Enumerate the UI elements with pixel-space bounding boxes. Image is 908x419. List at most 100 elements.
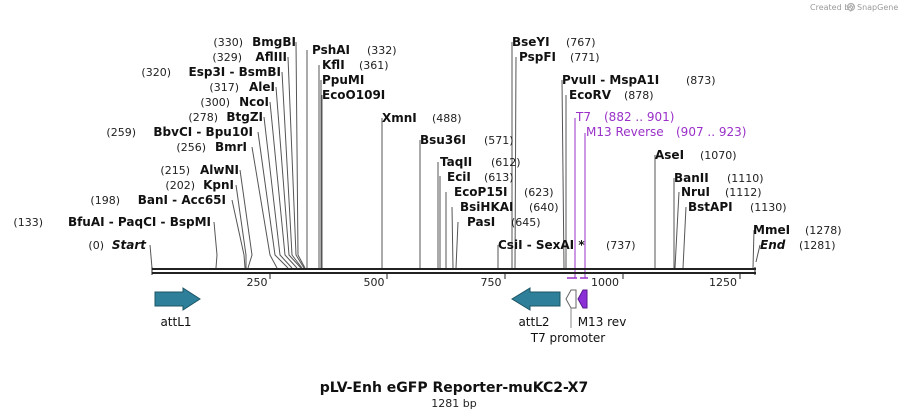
feature-label: attL2 xyxy=(518,315,549,329)
enzyme-name: KflI xyxy=(322,58,345,72)
enzyme-labels-left: (330) BmgBI (329) AflIII (320) Esp3I - B… xyxy=(13,35,296,252)
enzyme-pos: (771) xyxy=(570,51,600,64)
enzyme-pos: (320) xyxy=(141,66,171,79)
enzyme-name: AlwNI xyxy=(200,163,239,177)
enzyme-leaders xyxy=(149,41,761,269)
enzyme-name: AleI xyxy=(249,80,275,94)
enzyme-name: PvuII - MspA1I xyxy=(562,73,659,87)
feature-attl2[interactable]: attL2 xyxy=(511,287,561,329)
leader-pasi xyxy=(455,221,459,269)
leader-bbvci xyxy=(257,131,289,269)
enzyme-name: TaqII xyxy=(440,155,472,169)
enzyme-pos: (1278) xyxy=(805,224,842,237)
enzyme-name: BmgBI xyxy=(252,35,296,49)
leader-ncoi xyxy=(269,101,298,269)
leader-btgzi xyxy=(263,116,293,269)
enzyme-name: NcoI xyxy=(239,95,269,109)
tick-label: 750 xyxy=(481,276,502,289)
enzyme-name: BanI - Acc65I xyxy=(138,193,226,207)
enzyme-pos: (278) xyxy=(188,111,218,124)
leader-nrui xyxy=(674,191,680,269)
primer-labels: T7 (882 .. 901) M13 Reverse (907 .. 923) xyxy=(575,110,746,139)
enzyme-name: BstAPI xyxy=(688,200,733,214)
enzyme-name: AflIII xyxy=(255,50,287,64)
feature-label: T7 promoter xyxy=(530,331,606,345)
enzyme-name: BanII xyxy=(674,171,709,185)
leader-bstapi xyxy=(682,206,687,269)
leader-kpni xyxy=(235,184,247,268)
primer-m13-range: (907 .. 923) xyxy=(676,125,746,139)
enzyme-name: KpnI xyxy=(203,178,234,192)
primer-leaders xyxy=(567,118,588,279)
enzyme-pos: (571) xyxy=(484,134,514,147)
enzyme-pos: (133) xyxy=(13,216,43,229)
primer-m13-name: M13 Reverse xyxy=(586,125,664,139)
enzyme-pos: (1070) xyxy=(700,149,737,162)
enzyme-pos: (198) xyxy=(90,194,120,207)
feature-attl1[interactable]: attL1 xyxy=(154,287,201,329)
enzyme-name: BseYI xyxy=(512,35,550,49)
enzyme-pos: (330) xyxy=(213,36,243,49)
enzyme-pos: (259) xyxy=(106,126,136,139)
enzyme-name: PshAI xyxy=(312,43,350,57)
enzyme-name: BmrI xyxy=(215,140,247,154)
enzyme-pos: (256) xyxy=(176,141,206,154)
leader-end xyxy=(755,244,761,263)
enzyme-pos: (737) xyxy=(606,239,636,252)
enzyme-name: PpuMI xyxy=(322,73,364,87)
leader-start xyxy=(149,244,153,269)
enzyme-pos: (0) xyxy=(88,239,104,252)
enzyme-name: MmeI xyxy=(753,223,790,237)
feature-label: attL1 xyxy=(160,315,191,329)
enzyme-pos: (645) xyxy=(511,216,541,229)
enzyme-name: CsiI - SexAI * xyxy=(498,238,585,252)
leader-bmri xyxy=(251,146,278,269)
tick-label: 500 xyxy=(364,276,385,289)
enzyme-pos: (361) xyxy=(359,59,389,72)
enzyme-pos: (202) xyxy=(165,179,195,192)
enzyme-pos: (623) xyxy=(524,186,554,199)
enzyme-name: PasI xyxy=(467,215,495,229)
snapgene-logo-icon xyxy=(846,2,856,12)
tick-label: 1250 xyxy=(709,276,737,289)
enzyme-pos: (215) xyxy=(160,164,190,177)
feature-t7-promoter[interactable]: T7 promoter xyxy=(530,289,606,345)
enzyme-name: End xyxy=(760,238,786,252)
enzyme-name: BsiHKAI xyxy=(460,200,514,214)
leader-bsihkai xyxy=(451,206,454,269)
enzyme-name: BtgZI xyxy=(226,110,263,124)
enzyme-labels-right: PshAI (332) KflI (361) PpuMI EcoO109I Xm… xyxy=(312,35,842,252)
enzyme-name: BbvCI - Bpu10I xyxy=(153,125,253,139)
enzyme-name: Start xyxy=(112,238,147,252)
enzyme-pos: (317) xyxy=(209,81,239,94)
enzyme-pos: (488) xyxy=(432,112,462,125)
leader-alei xyxy=(275,86,302,269)
enzyme-name: BfuAI - PaqCI - BspMI xyxy=(68,215,211,229)
sequence-backbone xyxy=(151,267,756,275)
leader-mmei xyxy=(752,229,755,269)
credit-created-by: Created by xyxy=(810,3,854,12)
leader-alwni xyxy=(239,169,253,269)
leader-bani xyxy=(231,199,246,269)
tick-label: 250 xyxy=(247,276,268,289)
leader-esp3i xyxy=(281,71,303,269)
leader-bfuai xyxy=(213,221,218,269)
tick-label: 1000 xyxy=(591,276,619,289)
ruler: 250 500 750 1000 1250 xyxy=(247,274,741,289)
feature-m13-rev[interactable]: M13 rev xyxy=(577,289,627,329)
enzyme-pos: (1281) xyxy=(799,239,836,252)
credit-brand: SnapGene xyxy=(857,3,898,12)
enzyme-name: EcoP15I xyxy=(454,185,508,199)
enzyme-pos: (329) xyxy=(212,51,242,64)
map-subtitle: 1281 bp xyxy=(431,397,476,410)
enzyme-name: EcoRV xyxy=(569,88,612,102)
enzyme-name: XmnI xyxy=(382,111,417,125)
enzyme-pos: (873) xyxy=(686,74,716,87)
enzyme-pos: (1112) xyxy=(725,186,762,199)
enzyme-name: PspFI xyxy=(519,50,556,64)
enzyme-pos: (640) xyxy=(529,201,559,214)
leader-afliii xyxy=(287,56,305,269)
enzyme-pos: (613) xyxy=(484,171,514,184)
enzyme-name: NruI xyxy=(681,185,710,199)
enzyme-pos: (1130) xyxy=(750,201,787,214)
